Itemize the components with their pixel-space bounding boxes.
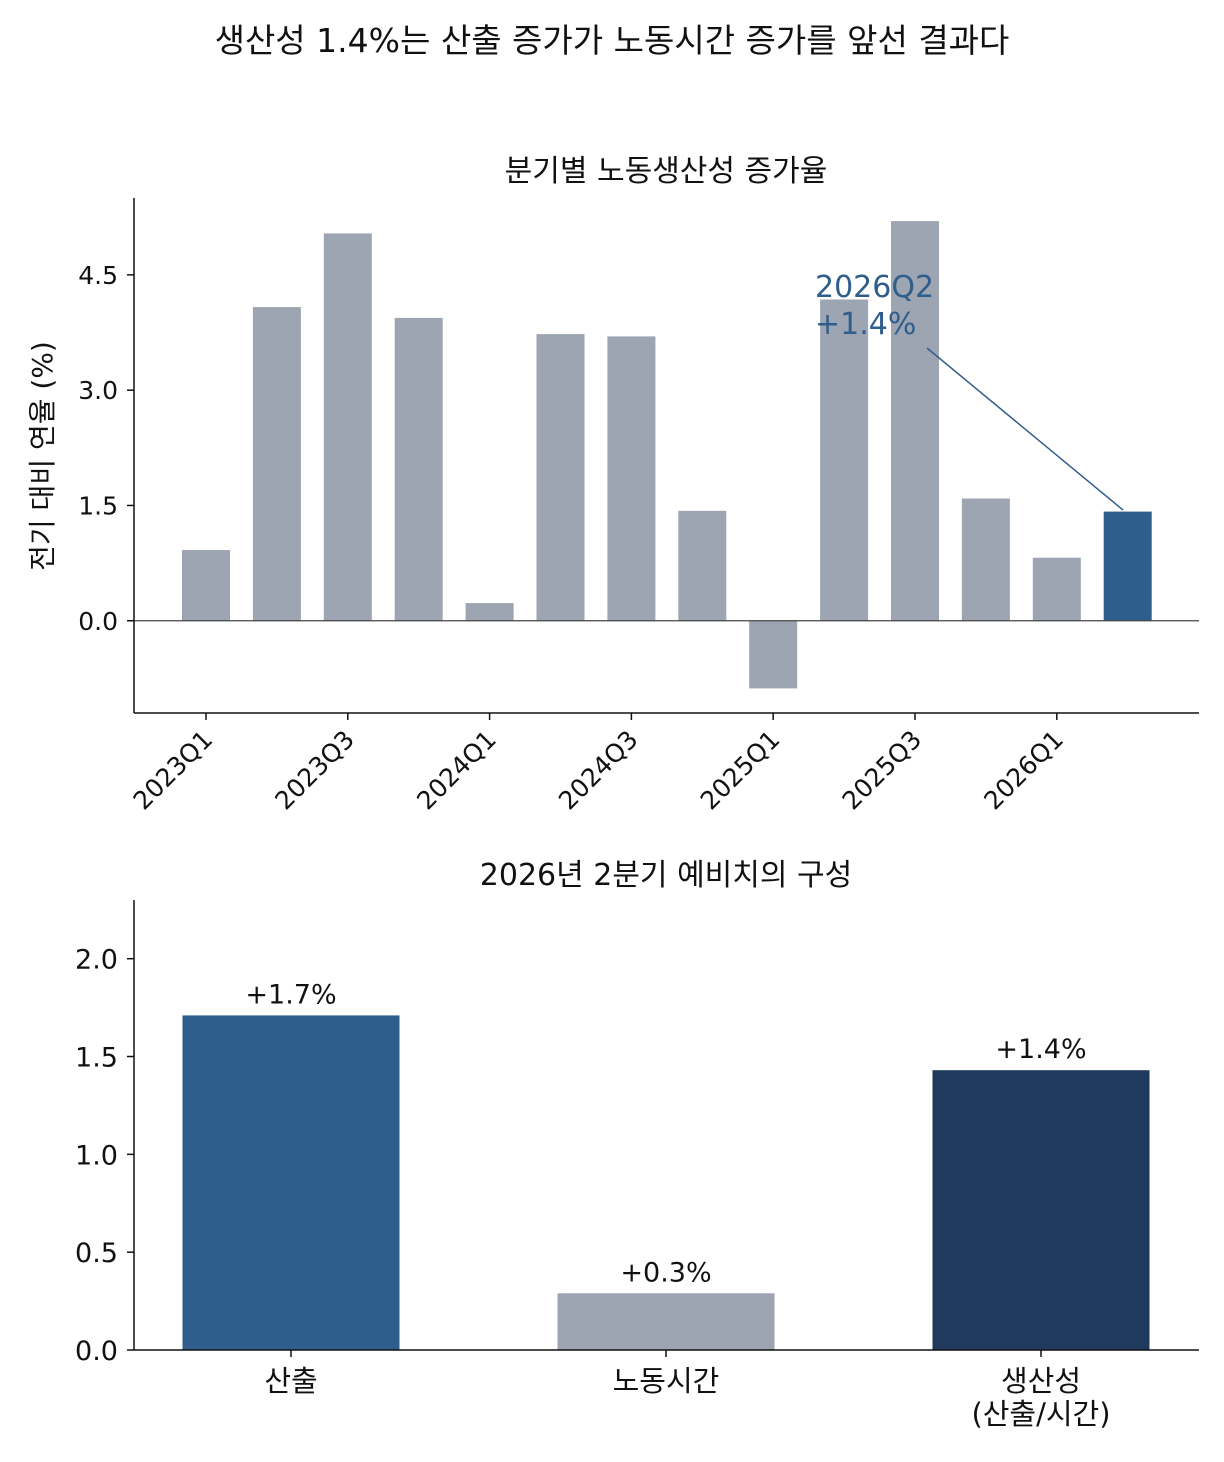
x-tick-label: 2024Q3 — [553, 725, 644, 816]
bar-2025q1 — [749, 620, 798, 689]
top-chart-y-axis-label: 전기 대비 연율 (%) — [26, 341, 59, 571]
bar-2026q2 — [1103, 511, 1152, 621]
top-chart-x-ticks: 2023Q1 2023Q3 2024Q1 2024Q3 2025Q1 2025Q3 2026… — [128, 713, 1069, 815]
data-label: +0.3% — [620, 1257, 711, 1288]
productivity-chart: 분기별 노동생산성 증가율 전기 대비 연율 (%) 0.01.53.04.5 … — [26, 154, 1199, 815]
bottom-chart-title: 2026년 2분기 예비치의 구성 — [480, 858, 852, 893]
y-tick-label: 1.5 — [78, 491, 118, 520]
top-chart-annotation: 2026Q2 +1.4% — [815, 270, 1124, 511]
bar-2023q3 — [323, 233, 372, 621]
annotation-value-label: +1.4% — [815, 307, 916, 342]
bottom-chart-bars — [182, 1015, 1150, 1350]
bottom-chart-data-labels: +1.7% +0.3% +1.4% — [245, 979, 1086, 1288]
x-tick-label: 생산성 — [1001, 1364, 1081, 1398]
y-tick-label: 4.5 — [78, 261, 118, 290]
bar-2024q1 — [465, 603, 514, 621]
annotation-pointer-line — [926, 347, 1124, 511]
composition-bar-0 — [182, 1015, 400, 1350]
y-tick-label: 1.0 — [75, 1140, 118, 1171]
bottom-chart-y-ticks: 0.0 0.5 1.0 1.5 2.0 — [75, 945, 134, 1367]
x-tick-label: 2023Q3 — [269, 725, 360, 816]
top-chart-title: 분기별 노동생산성 증가율 — [505, 154, 828, 189]
x-tick-label: 2025Q3 — [837, 725, 928, 816]
bottom-chart-x-ticks: 산출 노동시간 생산성(산출/시간) — [264, 1350, 1111, 1431]
x-tick-label: 2026Q1 — [978, 725, 1069, 816]
bar-2025q2 — [820, 299, 869, 621]
data-label: +1.4% — [995, 1034, 1086, 1065]
x-tick-label: 산출 — [264, 1364, 317, 1398]
y-tick-label: 1.5 — [75, 1043, 118, 1074]
bar-2026q1 — [1032, 557, 1081, 621]
bar-2024q3 — [607, 336, 656, 621]
data-label: +1.7% — [245, 979, 336, 1010]
bar-2024q4 — [678, 510, 727, 621]
top-chart-bars — [182, 221, 1152, 689]
annotation-quarter-label: 2026Q2 — [815, 270, 934, 305]
bar-2024q2 — [536, 334, 585, 621]
composition-bar-1 — [557, 1293, 775, 1350]
y-tick-label: 0.0 — [78, 607, 118, 636]
figure-title: 생산성 1.4%는 산출 증가가 노동시간 증가를 앞선 결과다 — [214, 21, 1010, 60]
x-tick-label: (산출/시간) — [971, 1397, 1110, 1431]
bar-2025q4 — [961, 498, 1010, 621]
x-tick-label: 노동시간 — [613, 1364, 720, 1398]
y-tick-label: 0.5 — [75, 1238, 118, 1269]
bar-2023q4 — [394, 317, 443, 621]
composition-chart: 2026년 2분기 예비치의 구성 0.0 0.5 1.0 1.5 2.0 산출 노동시간… — [75, 858, 1199, 1431]
x-tick-label: 2025Q1 — [695, 725, 786, 816]
y-tick-label: 3.0 — [78, 376, 118, 405]
bar-2025q3 — [891, 221, 939, 621]
y-tick-label: 0.0 — [75, 1336, 118, 1367]
composition-bar-2 — [932, 1070, 1150, 1350]
x-tick-label: 2023Q1 — [128, 725, 219, 816]
bar-2023q2 — [252, 307, 301, 621]
x-tick-label: 2024Q1 — [411, 725, 502, 816]
y-tick-label: 2.0 — [75, 945, 118, 976]
top-chart-y-ticks: 0.0 1.5 3.0 4.5 — [78, 261, 134, 636]
bar-2023q1 — [182, 550, 230, 621]
